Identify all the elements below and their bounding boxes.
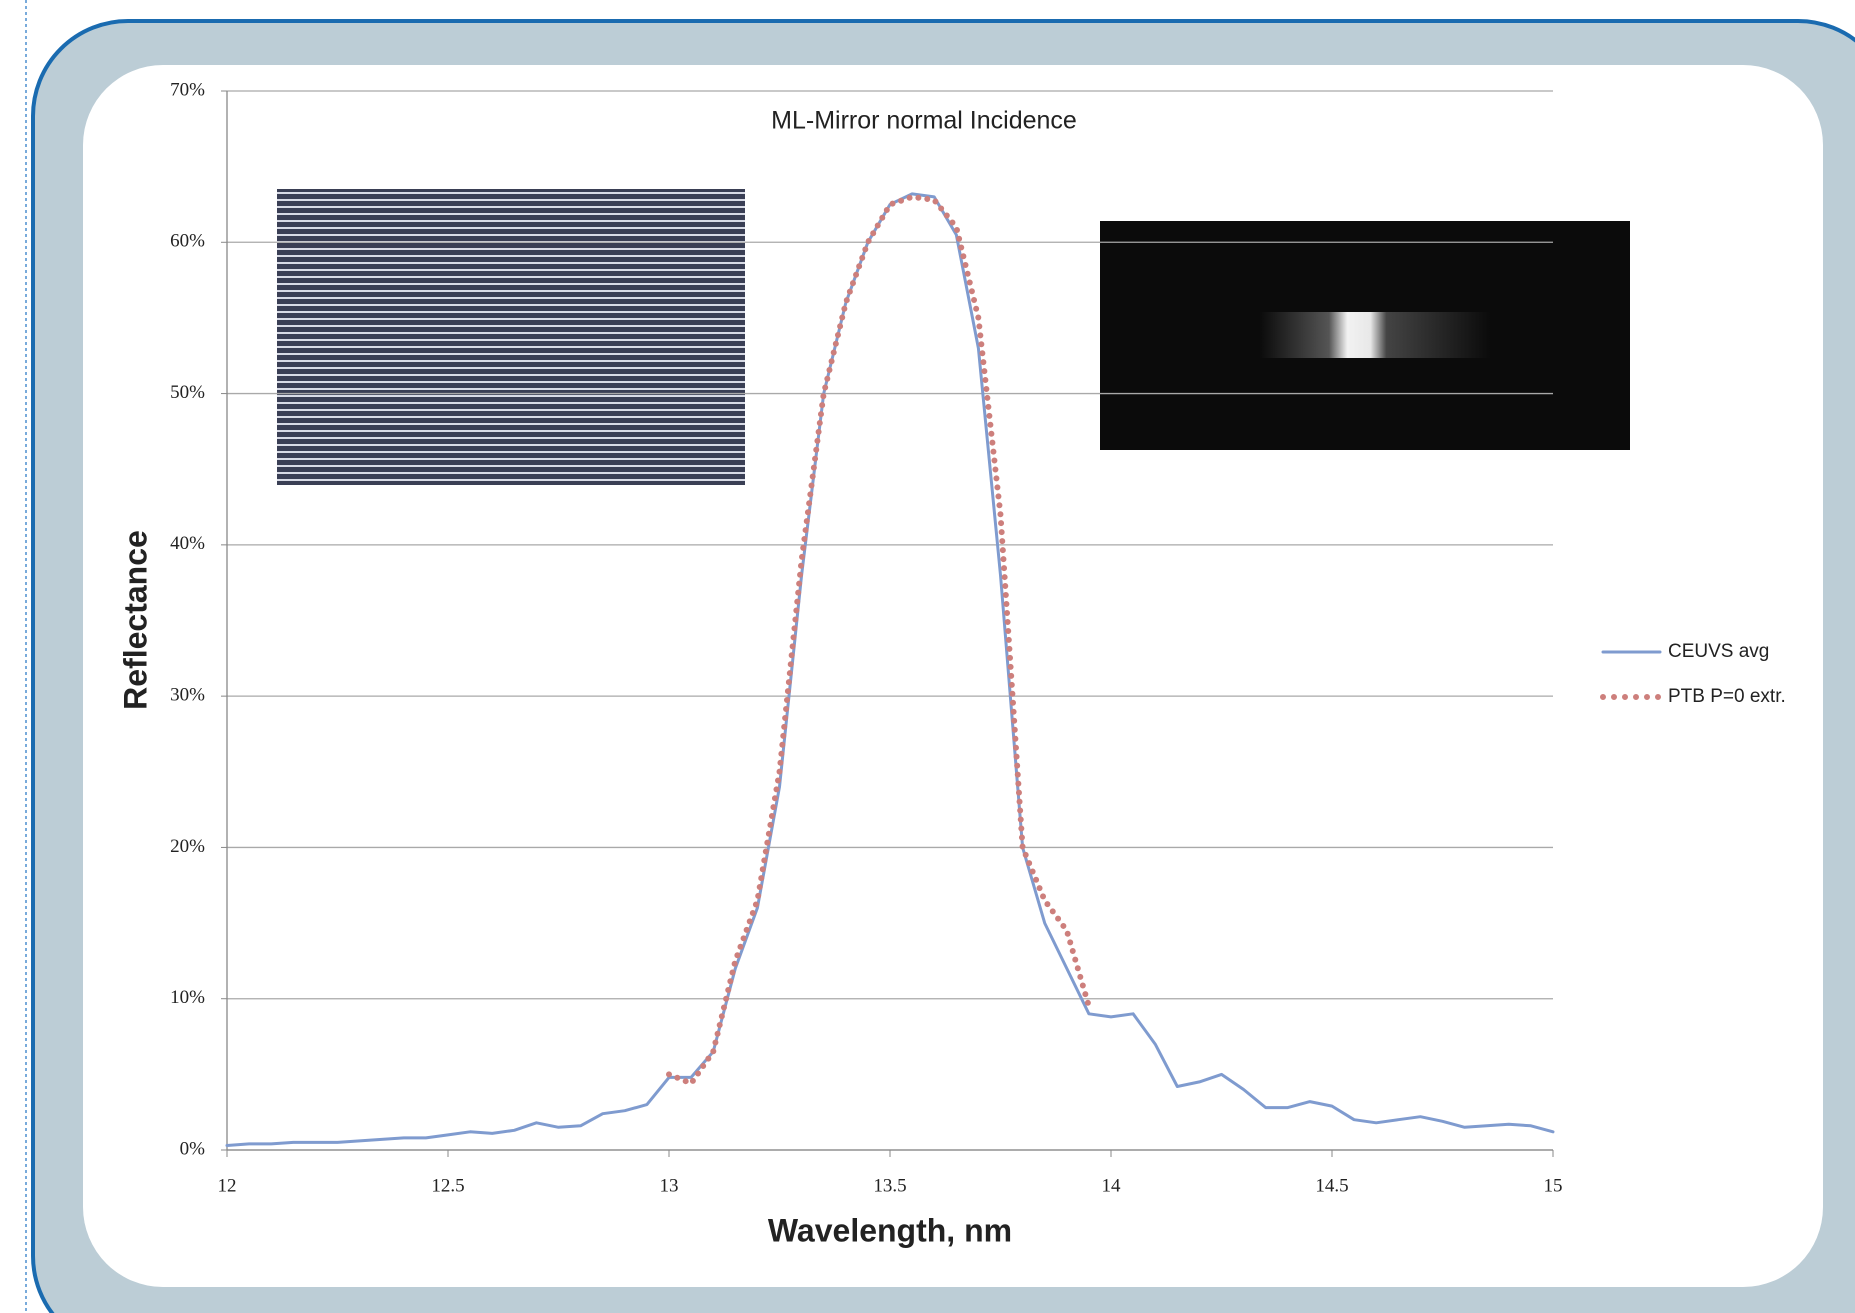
legend-label: PTB P=0 extr. <box>1668 686 1786 707</box>
y-tick-label: 0% <box>180 1138 206 1159</box>
x-axis-label: Wavelength, nm <box>768 1212 1012 1248</box>
x-tick-label: 12 <box>218 1175 237 1196</box>
dotted-series-line <box>666 193 1092 1087</box>
y-tick-label: 10% <box>170 987 205 1008</box>
chart-title: ML-Mirror normal Incidence <box>771 107 1077 135</box>
y-tick-label: 40% <box>170 533 205 554</box>
legend-label: CEUVS avg <box>1668 641 1769 662</box>
x-tick-label: 14.5 <box>1315 1175 1348 1196</box>
y-tick-label: 20% <box>170 836 205 857</box>
y-tick-label: 50% <box>170 382 205 403</box>
y-axis-label: Reflectance <box>117 530 153 710</box>
x-tick-label: 13 <box>660 1175 679 1196</box>
inset-spot <box>1260 312 1490 358</box>
x-tick-label: 15 <box>1544 1175 1563 1196</box>
y-tick-label: 30% <box>170 685 205 706</box>
y-tick-label: 70% <box>170 79 205 100</box>
inset-multilayer-image <box>277 189 745 485</box>
x-tick-label: 14 <box>1102 1175 1122 1196</box>
x-tick-label: 12.5 <box>431 1175 464 1196</box>
y-tick-label: 60% <box>170 231 205 252</box>
x-tick-label: 13.5 <box>873 1175 906 1196</box>
